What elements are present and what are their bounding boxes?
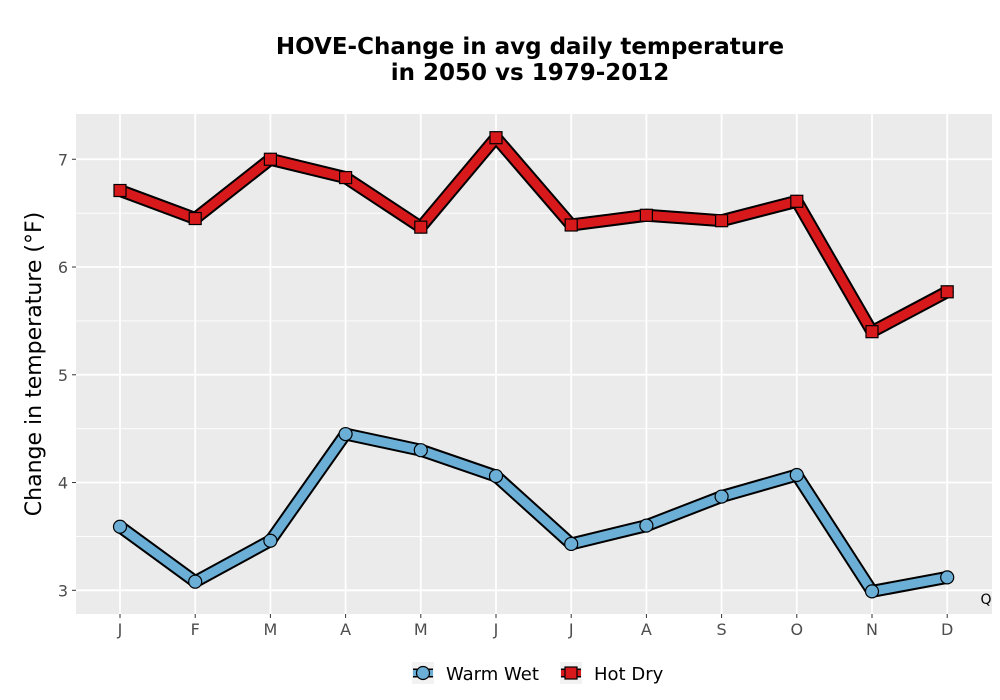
x-tick-label: O <box>791 620 804 639</box>
x-tick-label: M <box>414 620 428 639</box>
x-tick-label: M <box>263 620 277 639</box>
series-layer <box>112 131 955 599</box>
y-axis-label: Change in temperature (°F) <box>22 212 47 516</box>
legend-marker <box>415 665 431 681</box>
data-point <box>714 489 729 504</box>
y-tick-label: 3 <box>58 581 68 600</box>
x-tick-label: F <box>191 620 200 639</box>
y-tick-label: 7 <box>58 150 68 169</box>
legend: Warm Wet Hot Dry <box>412 662 664 685</box>
data-point <box>639 208 654 222</box>
corner-label: Q <box>980 592 991 608</box>
x-tick-label: S <box>717 620 727 639</box>
grid-lines <box>76 114 992 614</box>
data-point <box>940 570 955 585</box>
data-point <box>790 194 804 208</box>
x-tick-label: A <box>340 620 351 639</box>
data-point <box>564 218 578 232</box>
data-point <box>112 519 128 534</box>
data-point <box>639 518 654 533</box>
data-point <box>113 183 127 198</box>
data-point <box>414 220 428 234</box>
series-line <box>115 133 952 337</box>
data-point <box>338 426 353 442</box>
x-tick-label: J <box>493 620 499 639</box>
legend-marker <box>564 666 578 680</box>
legend-key-hot-dry <box>560 662 582 684</box>
data-point <box>339 170 353 185</box>
x-tick-label: N <box>866 620 878 639</box>
data-point <box>263 533 278 548</box>
data-point <box>489 131 503 145</box>
y-tick-label: 5 <box>58 366 68 385</box>
data-point <box>940 285 954 299</box>
data-point <box>789 467 804 483</box>
y-tick-label: 6 <box>58 258 68 277</box>
data-point <box>488 468 504 484</box>
x-tick-label: D <box>941 620 953 639</box>
series-line <box>115 429 952 596</box>
series-hot-dry <box>113 131 954 339</box>
chart-title-line-1: HOVE-Change in avg daily temperature <box>276 34 784 60</box>
legend-label: Hot Dry <box>594 664 664 685</box>
series-warm-wet <box>112 426 955 599</box>
data-point <box>865 325 879 339</box>
data-point <box>188 574 203 589</box>
legend-label: Warm Wet <box>446 664 539 685</box>
y-axis-ticks: 3 4 5 6 7 <box>58 150 76 600</box>
legend-key-warm-wet <box>412 662 434 684</box>
data-point <box>864 584 880 599</box>
x-tick-label: A <box>641 620 652 639</box>
y-tick-label: 4 <box>58 474 68 493</box>
data-point <box>564 536 579 552</box>
data-point <box>413 443 428 458</box>
data-point <box>263 152 277 166</box>
data-point <box>714 214 729 228</box>
chart-title-line-2: in 2050 vs 1979-2012 <box>391 60 670 86</box>
data-point <box>188 211 202 226</box>
x-tick-label: J <box>568 620 574 639</box>
x-tick-label: J <box>117 620 123 639</box>
